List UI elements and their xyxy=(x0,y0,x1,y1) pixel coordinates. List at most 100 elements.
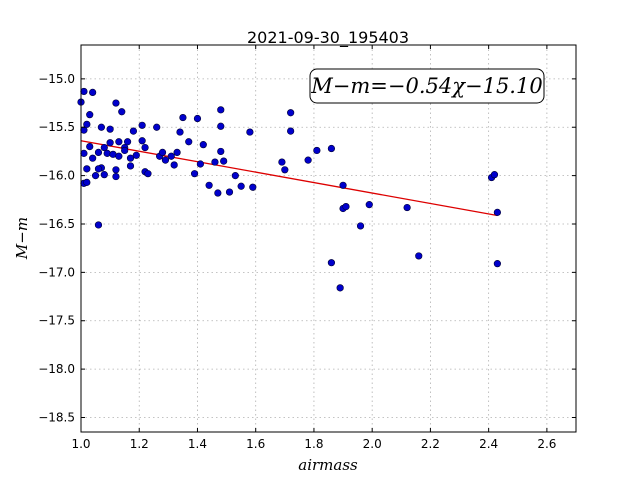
x-tick-label: 1.6 xyxy=(246,437,265,451)
data-point xyxy=(138,137,146,145)
data-point xyxy=(80,149,88,157)
data-point xyxy=(185,138,193,146)
data-point xyxy=(217,147,225,156)
data-point xyxy=(167,152,175,160)
data-point xyxy=(83,120,91,128)
y-tick-label: −17.5 xyxy=(38,314,75,328)
data-point xyxy=(94,148,103,156)
data-point xyxy=(199,141,207,149)
data-point xyxy=(153,123,161,131)
data-point xyxy=(123,138,132,146)
data-point xyxy=(83,178,91,186)
data-point xyxy=(158,148,167,156)
data-point xyxy=(173,148,181,156)
equation-annotation: M−m=−0.54χ−15.10 xyxy=(310,74,542,98)
data-point xyxy=(246,128,254,136)
data-point xyxy=(217,122,225,130)
data-point xyxy=(493,260,501,268)
data-point xyxy=(141,143,149,152)
data-point xyxy=(220,157,228,165)
data-point xyxy=(490,171,499,179)
y-axis-label: M−m xyxy=(13,217,31,260)
data-point xyxy=(281,166,289,174)
data-point xyxy=(336,284,344,292)
data-point xyxy=(356,222,365,230)
data-point xyxy=(327,259,336,267)
x-tick-label: 2.0 xyxy=(363,437,382,451)
data-point xyxy=(205,181,213,189)
data-point xyxy=(138,121,146,129)
data-point xyxy=(83,165,91,173)
x-axis-label: airmass xyxy=(298,456,358,474)
equation-box xyxy=(309,68,545,104)
data-point xyxy=(121,146,129,155)
data-point xyxy=(170,161,178,169)
data-point xyxy=(211,158,219,166)
x-tick-label: 1.2 xyxy=(130,437,149,451)
grid-lines xyxy=(80,45,576,432)
data-point xyxy=(493,208,501,216)
data-point xyxy=(214,189,222,197)
data-points xyxy=(77,87,501,292)
x-tick-label: 2.6 xyxy=(537,437,556,451)
y-tick-label: −16.0 xyxy=(38,169,75,183)
data-point xyxy=(403,203,411,212)
data-point xyxy=(304,156,312,164)
chart-title: 2021-09-30_195403 xyxy=(247,28,409,48)
data-point xyxy=(225,188,234,196)
data-point xyxy=(100,171,108,179)
y-tick-label: −16.5 xyxy=(38,217,75,231)
data-point xyxy=(115,138,123,146)
data-point xyxy=(89,154,97,162)
data-point xyxy=(144,170,152,178)
axis-ticks: 1.0 1.2 1.4 1.6 1.8 2.0 2.2 2.4 2.6 −15.0 −15.5 −16… xyxy=(38,45,576,451)
data-point xyxy=(89,88,97,97)
data-point xyxy=(196,160,204,168)
data-point xyxy=(287,127,295,135)
data-point xyxy=(313,146,321,155)
data-point xyxy=(161,156,170,164)
data-point xyxy=(190,170,199,178)
y-tick-label: −15.5 xyxy=(38,120,75,134)
data-point xyxy=(115,152,123,160)
data-point xyxy=(193,114,202,123)
data-point xyxy=(237,182,245,190)
plot-frame xyxy=(80,44,577,433)
fit-line xyxy=(80,140,498,217)
data-point xyxy=(327,144,336,153)
data-point xyxy=(112,166,120,174)
data-point xyxy=(132,151,140,159)
data-point xyxy=(129,127,138,135)
y-tick-label: −15.0 xyxy=(38,72,75,86)
x-tick-label: 2.4 xyxy=(479,437,498,451)
data-point xyxy=(339,181,347,189)
data-point xyxy=(118,108,126,116)
data-point xyxy=(91,172,100,180)
data-point xyxy=(365,201,373,209)
data-point xyxy=(80,87,88,96)
data-point xyxy=(94,165,103,173)
data-point xyxy=(231,172,239,180)
data-point xyxy=(106,125,114,133)
data-point xyxy=(126,162,135,170)
y-tick-label: −18.0 xyxy=(38,362,75,376)
data-point xyxy=(112,172,120,181)
data-point xyxy=(103,149,111,157)
data-point xyxy=(126,154,135,162)
data-point xyxy=(86,142,94,151)
data-point xyxy=(94,221,103,229)
data-point xyxy=(179,113,187,122)
x-tick-label: 1.4 xyxy=(188,437,207,451)
data-point xyxy=(249,183,257,191)
x-tick-label: 2.2 xyxy=(421,437,440,451)
data-point xyxy=(112,99,120,107)
data-point xyxy=(278,158,286,166)
data-point xyxy=(86,111,94,119)
y-tick-label: −17.0 xyxy=(38,265,75,279)
data-point xyxy=(176,128,184,136)
data-point xyxy=(342,202,350,211)
data-point xyxy=(97,123,105,131)
y-tick-label: −18.5 xyxy=(38,410,75,424)
data-point xyxy=(217,106,225,114)
